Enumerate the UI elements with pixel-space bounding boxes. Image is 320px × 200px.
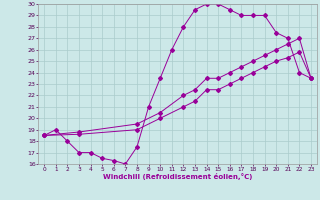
X-axis label: Windchill (Refroidissement éolien,°C): Windchill (Refroidissement éolien,°C) xyxy=(103,173,252,180)
